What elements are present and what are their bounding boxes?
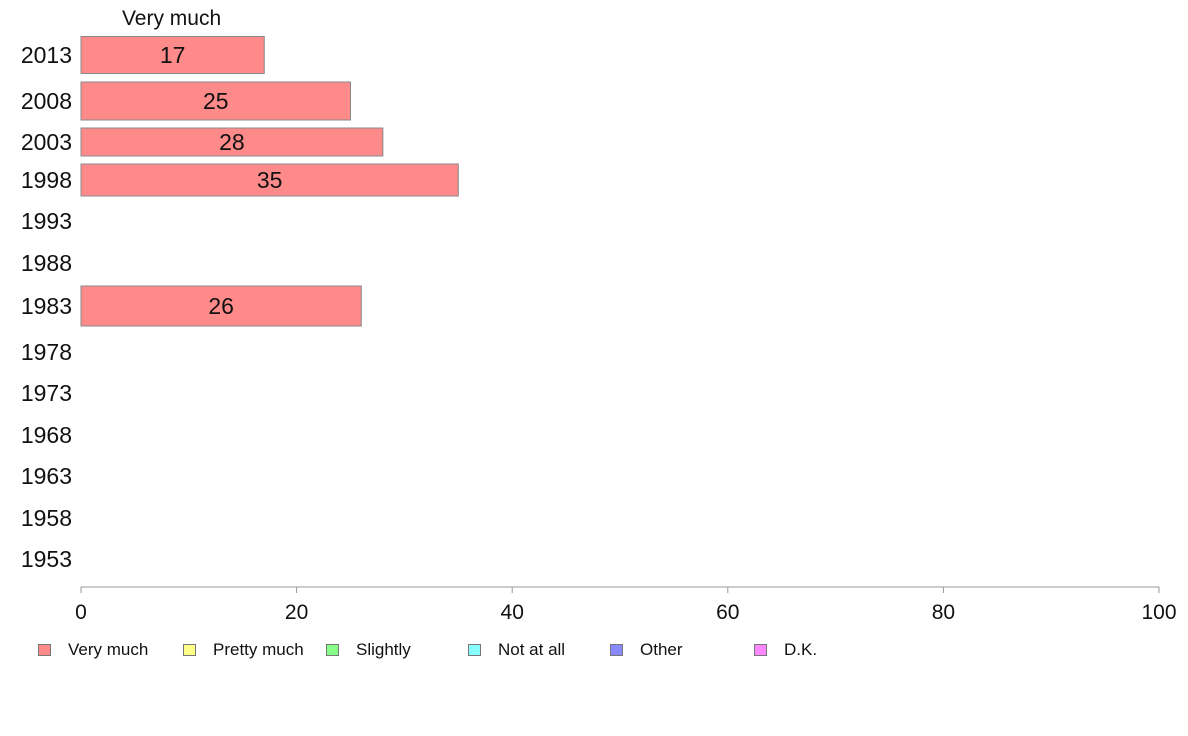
- legend-item-very-much: Very much: [38, 640, 148, 660]
- year-label-2013: 2013: [21, 42, 72, 68]
- legend-swatch: [754, 644, 767, 656]
- year-label-2008: 2008: [21, 88, 72, 114]
- year-label-2003: 2003: [21, 129, 72, 155]
- legend-swatch: [326, 644, 339, 656]
- legend-swatch: [38, 644, 51, 656]
- bar-2003-very-much: [80, 127, 384, 157]
- year-label-1953: 1953: [21, 546, 72, 572]
- x-tick-label-0: 0: [75, 601, 87, 624]
- legend-swatch: [468, 644, 481, 656]
- legend-item-slightly: Slightly: [326, 640, 411, 660]
- bar-1998-very-much: [80, 163, 459, 197]
- column-title: Very much: [122, 7, 221, 30]
- legend-label: Not at all: [498, 640, 566, 659]
- x-tick-label-100: 100: [1141, 601, 1176, 624]
- legend-swatch: [610, 644, 623, 656]
- legend-label: Pretty much: [213, 640, 304, 659]
- legend-label: Slightly: [356, 640, 411, 659]
- year-label-1998: 1998: [21, 167, 72, 193]
- data-label-1998: 35: [257, 167, 283, 193]
- data-label-2008: 25: [203, 88, 229, 114]
- legend-label: Very much: [68, 640, 149, 659]
- data-label-2003: 28: [219, 129, 245, 155]
- x-tick-label-20: 20: [285, 601, 308, 624]
- legend-item-pretty-much: Pretty much: [183, 640, 304, 660]
- data-label-1983: 26: [208, 293, 234, 319]
- year-label-1983: 1983: [21, 293, 72, 319]
- bar-2008-very-much: [80, 81, 351, 121]
- year-label-1958: 1958: [21, 505, 72, 531]
- x-tick-label-60: 60: [716, 601, 739, 624]
- legend-swatch: [183, 644, 196, 656]
- year-label-1978: 1978: [21, 339, 72, 365]
- legend-item-d-k: D.K.: [754, 640, 817, 660]
- year-label-1963: 1963: [21, 463, 72, 489]
- year-label-1968: 1968: [21, 422, 72, 448]
- year-label-1973: 1973: [21, 380, 72, 406]
- legend-item-other: Other: [610, 640, 683, 660]
- bar-2013-very-much: [80, 36, 265, 74]
- year-label-1988: 1988: [21, 250, 72, 276]
- legend-label: D.K.: [784, 640, 818, 659]
- legend: Very much Pretty much Slightly Not at all Ot…: [38, 640, 938, 662]
- data-label-2013: 17: [160, 42, 186, 68]
- bar-1983-very-much: [80, 285, 362, 327]
- x-tick-label-40: 40: [501, 601, 524, 624]
- year-label-1993: 1993: [21, 208, 72, 234]
- legend-item-not-at-all: Not at all: [468, 640, 565, 660]
- x-tick-label-80: 80: [932, 601, 955, 624]
- legend-label: Other: [640, 640, 683, 659]
